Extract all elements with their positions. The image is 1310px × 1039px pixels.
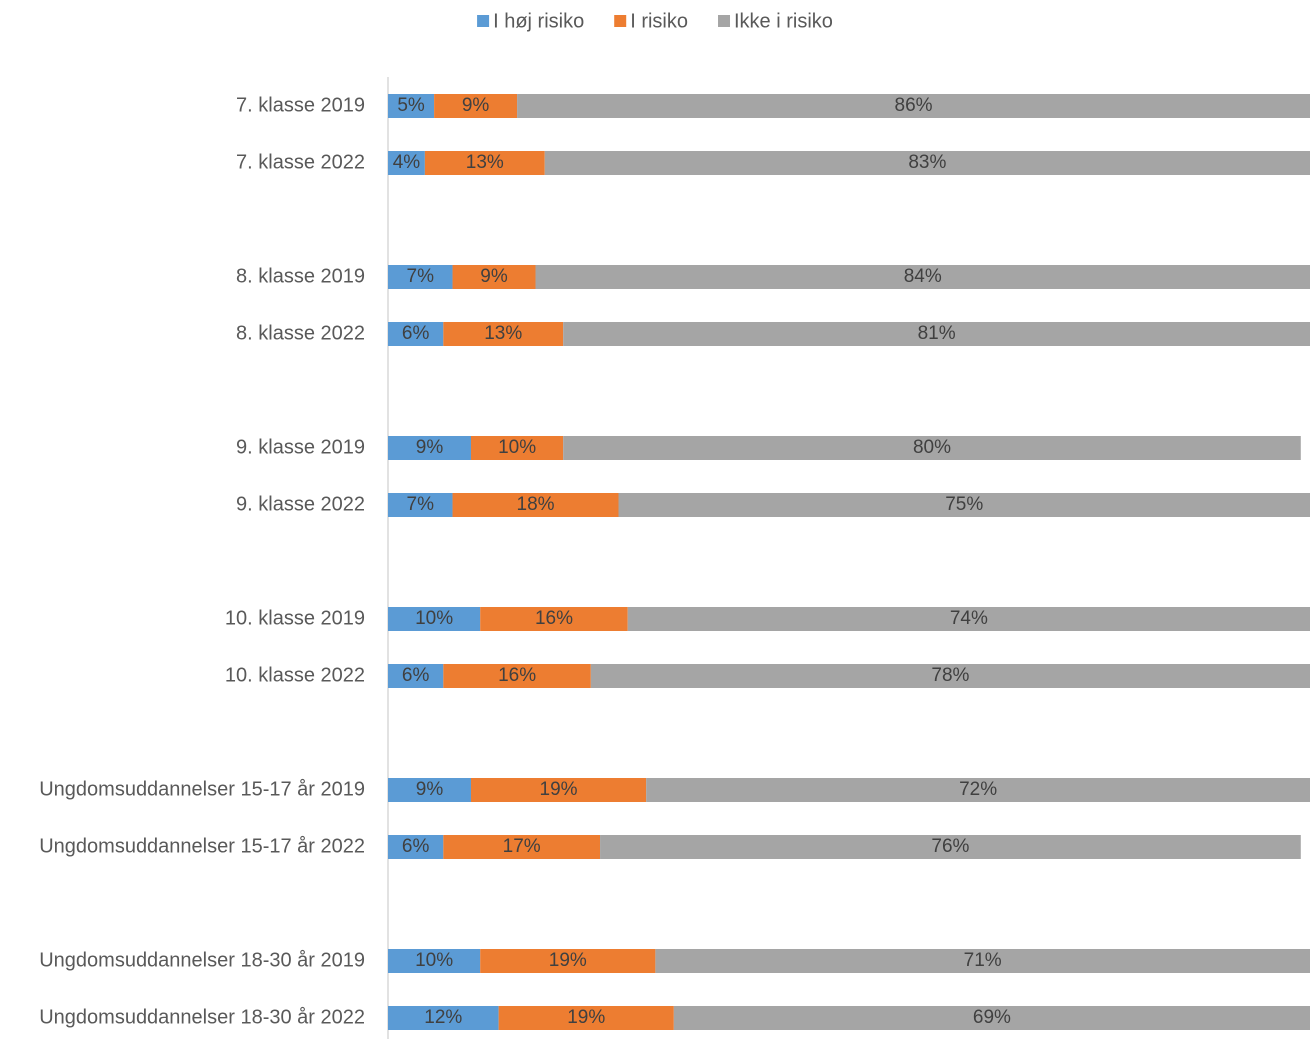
data-label: 81% xyxy=(918,323,956,344)
bar-segment xyxy=(388,835,444,859)
data-label: 6% xyxy=(402,323,430,344)
data-label: 16% xyxy=(498,665,536,686)
bar-segment xyxy=(544,151,1310,175)
data-label: 13% xyxy=(466,152,504,173)
data-label: 9% xyxy=(462,95,490,116)
data-label: 80% xyxy=(913,437,951,458)
bar-segment xyxy=(388,1006,499,1030)
bar-segment xyxy=(498,1006,674,1030)
y-tick-label: 10. klasse 2019 xyxy=(225,607,365,629)
bar-segment xyxy=(563,322,1310,346)
bar-segment xyxy=(388,94,435,118)
bar-segment xyxy=(480,607,628,631)
bar-segment xyxy=(388,151,425,175)
data-label: 10% xyxy=(498,437,536,458)
data-label: 76% xyxy=(931,836,969,857)
data-label: 16% xyxy=(535,608,573,629)
y-tick-label: 7. klasse 2022 xyxy=(236,151,365,173)
data-label: 10% xyxy=(415,608,453,629)
data-label: 83% xyxy=(908,152,946,173)
data-label: 9% xyxy=(416,437,444,458)
data-label: 71% xyxy=(964,950,1002,971)
legend-label: Ikke i risiko xyxy=(734,10,833,32)
data-label: 6% xyxy=(402,665,430,686)
bar-segment xyxy=(600,835,1301,859)
bar-segment xyxy=(388,493,453,517)
data-label: 19% xyxy=(540,779,578,800)
bar-segment xyxy=(443,322,564,346)
data-label: 74% xyxy=(950,608,988,629)
bar-segment xyxy=(452,493,619,517)
y-tick-label: 9. klasse 2022 xyxy=(236,493,365,515)
data-label: 19% xyxy=(549,950,587,971)
bar-segment xyxy=(388,778,471,802)
data-label: 19% xyxy=(567,1007,605,1028)
bar-segment xyxy=(470,436,564,460)
bar-segment xyxy=(627,607,1310,631)
bar-segment xyxy=(673,1006,1310,1030)
y-tick-label: 7. klasse 2019 xyxy=(236,94,365,116)
bar-segment xyxy=(388,436,471,460)
data-label: 9% xyxy=(416,779,444,800)
bar-segment xyxy=(535,265,1310,289)
bar-segment xyxy=(590,664,1310,688)
data-label: 17% xyxy=(503,836,541,857)
y-tick-label: Ungdomsuddannelser 15-17 år 2019 xyxy=(39,778,365,800)
y-tick-label: Ungdomsuddannelser 15-17 år 2022 xyxy=(39,835,365,857)
legend-swatch xyxy=(477,15,490,27)
bar-segment xyxy=(480,949,656,973)
bar-segment xyxy=(563,436,1301,460)
bar-segment xyxy=(443,835,601,859)
data-label: 75% xyxy=(945,494,983,515)
y-tick-label: 10. klasse 2022 xyxy=(225,664,365,686)
data-label: 6% xyxy=(402,836,430,857)
data-label: 7% xyxy=(407,266,435,287)
data-label: 7% xyxy=(407,494,435,515)
bar-segment xyxy=(434,94,518,118)
y-tick-label: 8. klasse 2019 xyxy=(236,265,365,287)
data-label: 9% xyxy=(480,266,508,287)
bar-segment xyxy=(388,949,481,973)
bar-segment xyxy=(388,607,481,631)
legend-label: I høj risiko xyxy=(493,10,584,32)
y-tick-label: 9. klasse 2019 xyxy=(236,436,365,458)
data-label: 5% xyxy=(397,95,425,116)
data-label: 18% xyxy=(517,494,555,515)
data-label: 10% xyxy=(415,950,453,971)
data-label: 78% xyxy=(931,665,969,686)
data-label: 84% xyxy=(904,266,942,287)
legend-label: I risiko xyxy=(630,10,688,32)
bar-segment xyxy=(452,265,536,289)
data-label: 13% xyxy=(484,323,522,344)
data-label: 12% xyxy=(424,1007,462,1028)
y-tick-label: Ungdomsuddannelser 18-30 år 2019 xyxy=(39,949,365,971)
bar-segment xyxy=(646,778,1310,802)
bar-segment xyxy=(388,322,444,346)
bar-segment xyxy=(655,949,1310,973)
data-label: 86% xyxy=(895,95,933,116)
y-tick-label: 8. klasse 2022 xyxy=(236,322,365,344)
bar-segment xyxy=(424,151,545,175)
bar-segment xyxy=(618,493,1310,517)
data-label: 69% xyxy=(973,1007,1011,1028)
bar-segment xyxy=(388,265,453,289)
y-tick-label: Ungdomsuddannelser 18-30 år 2022 xyxy=(39,1006,365,1028)
data-label: 72% xyxy=(959,779,997,800)
bar-segment xyxy=(517,94,1310,118)
data-label: 4% xyxy=(393,152,421,173)
legend-swatch xyxy=(614,15,627,27)
bar-segment xyxy=(388,664,444,688)
bar-segment xyxy=(443,664,591,688)
bar-segment xyxy=(470,778,647,802)
legend-swatch xyxy=(718,15,731,27)
